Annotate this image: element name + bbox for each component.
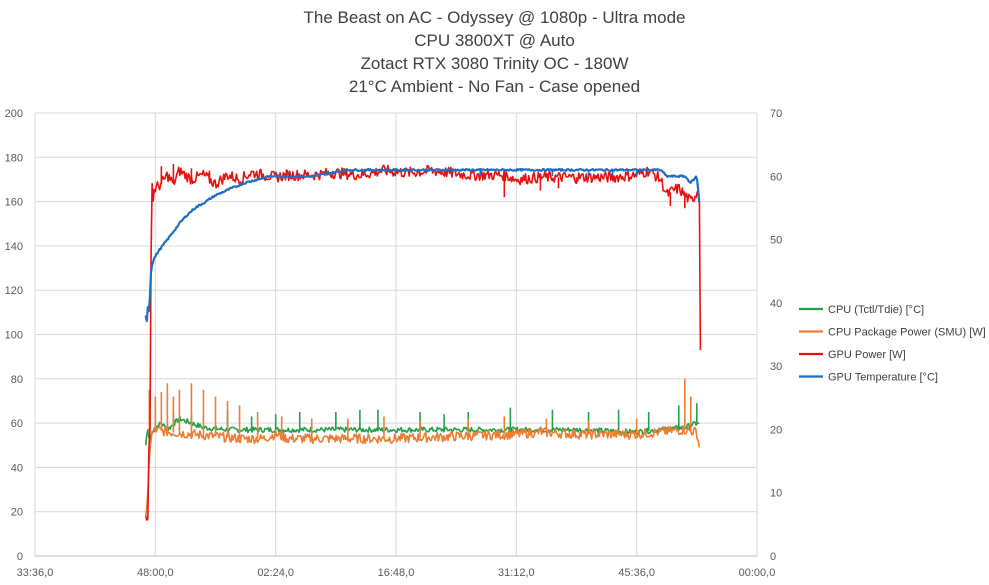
y-left-tick-label: 120 (5, 285, 23, 297)
y-right-tick-label: 70 (770, 108, 782, 120)
x-tick-label: 33:36,0 (17, 567, 54, 579)
legend-label: CPU Package Power (SMU) [W] (828, 327, 986, 339)
x-tick-label: 00:00,0 (739, 567, 776, 579)
x-tick-label: 48:00,0 (137, 567, 174, 579)
series-group (144, 167, 701, 323)
y-left-tick-label: 60 (11, 418, 23, 430)
x-tick-label: 31:12,0 (498, 567, 535, 579)
y-right-tick-label: 30 (770, 361, 782, 373)
series-group (144, 378, 700, 517)
chart-title-line-4: 21°C Ambient - No Fan - Case opened (348, 77, 641, 96)
series-group (144, 163, 702, 521)
x-tick-label: 45:36,0 (618, 567, 655, 579)
y-left-tick-label: 100 (5, 330, 23, 342)
chart-title-line-1: The Beast on AC - Odyssey @ 1080p - Ultr… (303, 8, 686, 27)
x-tick-label: 02:24,0 (257, 567, 294, 579)
chart-title: The Beast on AC - Odyssey @ 1080p - Ultr… (0, 6, 989, 98)
y-left-tick-label: 20 (11, 507, 23, 519)
y-left-tick-label: 160 (5, 197, 23, 209)
chart-title-line-3: Zotact RTX 3080 Trinity OC - 180W (360, 54, 629, 73)
y-left-tick-label: 180 (5, 152, 23, 164)
y-left-tick-label: 140 (5, 241, 23, 253)
x-tick-label: 16:48,0 (378, 567, 415, 579)
axes: 0 20 40 60 80 100 120 140 160 180 200 0 10 20 30 40 50 60… (5, 108, 783, 579)
gridlines (34, 112, 758, 557)
y-left-tick-label: 200 (5, 108, 23, 120)
chart-title-line-2: CPU 3800XT @ Auto (414, 31, 575, 50)
series-layer (144, 163, 702, 521)
series-line (144, 167, 701, 323)
y-right-tick-label: 20 (770, 424, 782, 436)
y-right-tick-label: 50 (770, 235, 782, 247)
y-left-tick-label: 40 (11, 462, 23, 474)
legend-label: GPU Temperature [°C] (828, 372, 938, 384)
y-left-tick-label: 0 (17, 551, 23, 563)
y-left-tick-label: 80 (11, 374, 23, 386)
y-right-tick-label: 0 (770, 551, 776, 563)
legend-label: CPU (Tctl/Tdie) [°C] (828, 304, 924, 316)
y-right-tick-label: 60 (770, 171, 782, 183)
legend: CPU (Tctl/Tdie) [°C] CPU Package Power (S… (799, 304, 986, 384)
y-right-tick-label: 40 (770, 298, 782, 310)
legend-label: GPU Power [W] (828, 349, 906, 361)
series-line (144, 425, 700, 517)
series-line (144, 415, 700, 446)
y-right-tick-label: 10 (770, 488, 782, 500)
series-line (144, 164, 702, 521)
